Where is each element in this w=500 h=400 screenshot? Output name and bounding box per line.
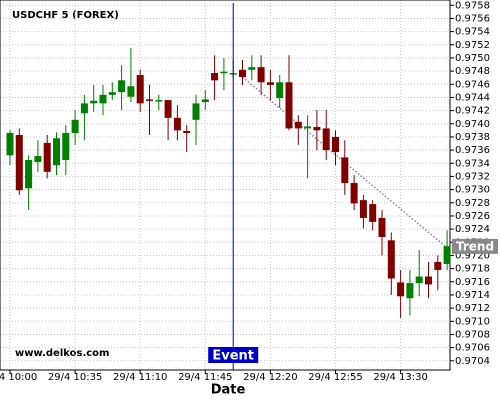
candle-body xyxy=(34,156,42,162)
x-tick-label: 29/4 10:00 xyxy=(0,372,37,383)
trend-line xyxy=(242,76,447,248)
y-tick-label: 0.9744 xyxy=(455,92,490,103)
candle-body xyxy=(285,82,293,129)
x-tick-label: 29/4 12:55 xyxy=(308,372,362,383)
y-tick-label: 0.9710 xyxy=(455,316,490,327)
candle-body xyxy=(71,119,79,133)
candle-body xyxy=(90,100,98,104)
candle-body xyxy=(239,69,246,78)
x-tick-label: 29/4 10:35 xyxy=(48,372,102,383)
candle-body xyxy=(276,82,284,99)
candle-body xyxy=(434,262,442,270)
candle-body xyxy=(248,67,256,70)
candle-body xyxy=(99,94,107,104)
candle-body xyxy=(201,99,209,103)
candle-body xyxy=(183,131,191,133)
candle-body xyxy=(387,240,395,279)
candle-body xyxy=(397,282,405,297)
y-tick-label: 0.9756 xyxy=(455,13,490,24)
candle-body xyxy=(43,142,51,172)
candle-body xyxy=(406,283,414,299)
y-tick-label: 0.9738 xyxy=(455,132,490,143)
candle-body xyxy=(192,103,200,120)
candle-body xyxy=(80,103,88,114)
y-tick-label: 0.9708 xyxy=(455,329,490,340)
candle-body xyxy=(155,100,163,102)
x-tick-label: 29/4 11:45 xyxy=(178,372,232,383)
candle-body xyxy=(62,132,70,160)
candle-body xyxy=(425,276,432,285)
candle-body xyxy=(369,204,377,222)
candle-body xyxy=(136,75,144,104)
candle-body xyxy=(6,132,14,156)
trend-label: Trend xyxy=(456,239,494,253)
event-label: Event xyxy=(212,349,254,364)
y-tick-label: 0.9714 xyxy=(455,290,490,301)
candle-body xyxy=(415,276,423,284)
y-tick-label: 0.9724 xyxy=(455,224,490,235)
candle-body xyxy=(350,183,358,204)
trend-label-box xyxy=(452,238,498,254)
y-tick-label: 0.9704 xyxy=(455,356,490,367)
y-tick-label: 0.9718 xyxy=(455,264,490,275)
candle-body xyxy=(378,217,386,238)
candle-body xyxy=(173,117,181,131)
candle-body xyxy=(25,159,33,189)
candle-body xyxy=(304,126,312,129)
y-tick-label: 0.9706 xyxy=(455,343,490,354)
plot-area xyxy=(0,0,451,371)
x-axis-label: Date xyxy=(211,383,246,398)
candle-body xyxy=(341,157,349,184)
y-tick-label: 0.9742 xyxy=(455,106,490,117)
y-tick-label: 0.9748 xyxy=(455,66,490,77)
candle-body xyxy=(443,246,451,265)
candle-body xyxy=(146,99,153,101)
candle-body xyxy=(332,136,339,153)
candle-body xyxy=(211,73,219,81)
y-tick-label: 0.9728 xyxy=(455,198,490,209)
y-tick-label: 0.9758 xyxy=(455,0,490,11)
candle-body xyxy=(118,80,126,93)
chart-title: USDCHF 5 (FOREX) xyxy=(12,10,119,21)
event-label-box xyxy=(208,347,259,363)
x-tick-label: 29/4 13:30 xyxy=(373,372,427,383)
candle-body xyxy=(266,82,274,85)
x-tick-label: 29/4 11:10 xyxy=(113,372,167,383)
candle-body xyxy=(127,86,135,97)
y-tick-label: 0.9746 xyxy=(455,79,490,90)
y-tick-label: 0.9720 xyxy=(455,250,490,261)
candle-body xyxy=(313,127,321,131)
candle-body xyxy=(15,134,23,191)
y-tick-label: 0.9730 xyxy=(455,185,490,196)
y-tick-label: 0.9734 xyxy=(455,158,490,169)
y-tick-label: 0.9752 xyxy=(455,40,490,51)
candle-body xyxy=(257,67,265,83)
y-tick-label: 0.9726 xyxy=(455,211,490,222)
candle-body xyxy=(108,92,116,95)
candle-body xyxy=(164,100,172,118)
candle-body xyxy=(220,71,228,74)
candle-body xyxy=(53,138,60,166)
y-tick-label: 0.9712 xyxy=(455,303,490,314)
candle-body xyxy=(294,121,302,129)
y-tick-label: 0.9750 xyxy=(455,53,490,64)
y-tick-label: 0.9754 xyxy=(455,27,490,38)
y-tick-label: 0.9716 xyxy=(455,277,490,288)
candle-body xyxy=(359,200,367,218)
y-tick-label: 0.9736 xyxy=(455,145,490,156)
candle-body xyxy=(322,128,330,151)
y-tick-label: 0.9732 xyxy=(455,171,490,182)
y-tick-label: 0.9740 xyxy=(455,119,490,130)
watermark: www.delkos.com xyxy=(15,348,109,359)
x-tick-label: 29/4 12:20 xyxy=(243,372,297,383)
